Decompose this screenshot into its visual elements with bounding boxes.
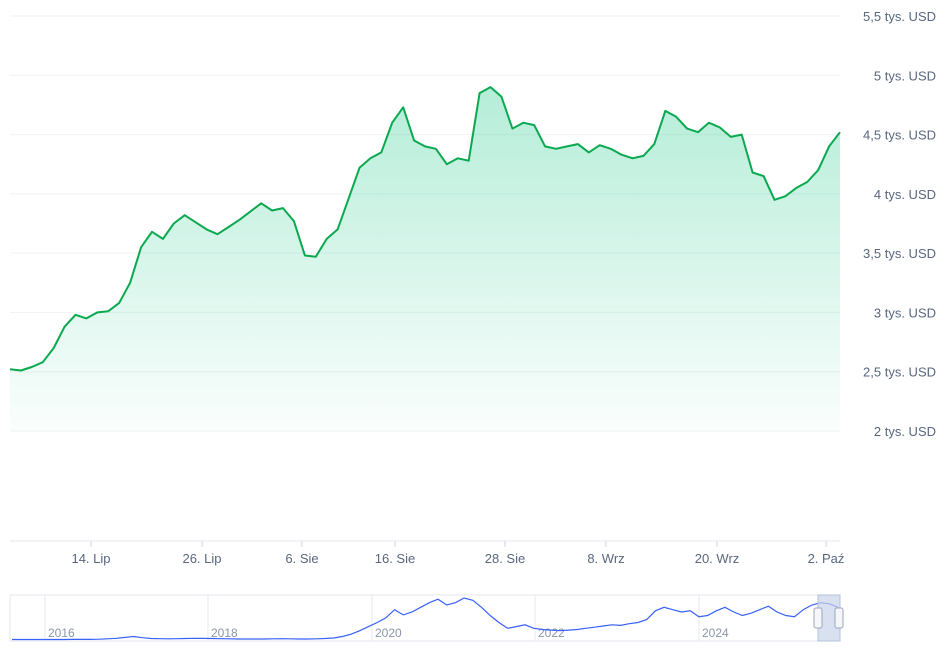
navigator-frame [9, 594, 841, 642]
navigator-year-labels: 2016 2018 2020 2022 2024 [48, 626, 729, 640]
navigator-year-label: 2020 [375, 626, 402, 640]
y-tick-label: 5,5 tys. USD [863, 9, 936, 24]
navigator-price-line [12, 597, 839, 641]
x-tick-label: 20. Wrz [695, 551, 740, 566]
y-tick-label: 3 tys. USD [874, 305, 936, 320]
x-tick-label: 8. Wrz [587, 551, 624, 566]
navigator-year-dividers [44, 595, 700, 641]
navigator-year-label: 2016 [48, 626, 75, 640]
x-tick-label: 16. Sie [375, 551, 415, 566]
navigator-handle-right[interactable] [834, 607, 844, 629]
x-tick-label: 6. Sie [285, 551, 318, 566]
navigator-year-label: 2022 [538, 626, 565, 640]
y-tick-label: 2,5 tys. USD [863, 365, 936, 380]
price-line [9, 86, 841, 372]
y-tick-label: 5 tys. USD [874, 68, 936, 83]
price-area-fill [10, 87, 840, 431]
y-tick-label: 4,5 tys. USD [863, 128, 936, 143]
x-tick-label: 26. Lip [182, 551, 221, 566]
y-tick-label: 4 tys. USD [874, 187, 936, 202]
navigator-handle-left[interactable] [813, 607, 823, 629]
y-tick-label: 3,5 tys. USD [863, 246, 936, 261]
x-tick-label: 14. Lip [71, 551, 110, 566]
navigator-year-label: 2024 [702, 626, 729, 640]
navigator-year-label: 2018 [211, 626, 238, 640]
x-axis: 14. Lip 26. Lip 6. Sie 16. Sie 28. Sie 8. Wrz… [71, 541, 844, 566]
x-tick-label: 28. Sie [485, 551, 525, 566]
y-tick-label: 2 tys. USD [874, 424, 936, 439]
time-range-navigator[interactable]: 2016 2018 2020 2022 2024 [9, 594, 844, 642]
y-axis: 5,5 tys. USD 5 tys. USD 4,5 tys. USD 4 tys.… [863, 9, 936, 439]
x-tick-label: 2. Paź [808, 551, 845, 566]
